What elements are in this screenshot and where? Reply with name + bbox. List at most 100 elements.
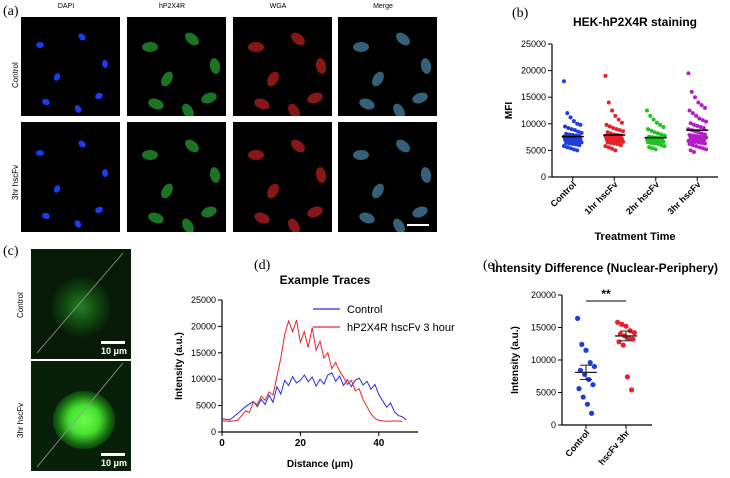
cell-blob <box>77 138 88 149</box>
chart-b-point <box>610 146 615 151</box>
cell-blob <box>146 210 166 226</box>
chart-b-y-tick-label: 10000 <box>521 119 546 129</box>
chart-e-point <box>623 323 629 329</box>
cell-blob <box>286 216 303 232</box>
chart-b-point <box>566 138 571 143</box>
chart-b-point <box>695 137 700 142</box>
panel-a-microscopy-grid: DAPI hP2X4R WGA Merge Control 3hr hscFv <box>0 0 440 240</box>
cell-blob <box>183 29 202 48</box>
chart-b-point <box>605 130 610 135</box>
cell-blob <box>40 212 51 221</box>
cell-blob <box>357 96 377 112</box>
cell-blob <box>247 41 264 52</box>
cell-blob <box>306 204 325 220</box>
chart-b-point <box>619 136 624 141</box>
cell-blob <box>252 210 272 226</box>
micro-3hr-wga <box>233 122 332 232</box>
chart-b-point <box>693 95 698 100</box>
chart-b-point <box>658 122 663 127</box>
chart-b-point <box>691 149 696 154</box>
chart-e-point <box>590 382 596 388</box>
chart-b-point <box>646 140 651 145</box>
panel-letter-d: (d) <box>254 258 271 273</box>
chart-b-x-tick-label: 2hr hscFv <box>624 179 661 216</box>
chart-b-y-tick-label: 15000 <box>521 92 546 102</box>
chart-b-point <box>695 123 700 128</box>
chart-b-point <box>561 144 566 149</box>
chart-e-point <box>576 386 582 392</box>
chart-b-point <box>578 137 583 142</box>
cell-blob <box>419 166 433 185</box>
cell-blob <box>314 56 328 75</box>
chart-b-point <box>694 144 699 149</box>
chart-b-point <box>697 116 702 121</box>
chart-b-point <box>704 135 709 140</box>
chart-b-point <box>699 140 704 145</box>
chart-d-series-line <box>221 319 403 422</box>
chart-b-point <box>691 122 696 127</box>
cell-blob <box>158 69 176 89</box>
cell-blob <box>101 59 109 69</box>
chart-b-point <box>659 132 664 137</box>
chart-b-point <box>569 127 574 132</box>
panel-c-row-label-3hr: 3hr hscFv <box>16 402 25 438</box>
chart-d-y-tick-label: 10000 <box>191 374 216 384</box>
chart-e-point <box>619 321 625 327</box>
chart-b-point <box>688 136 693 141</box>
chart-b-point <box>701 138 706 143</box>
chart-b-point <box>659 143 664 148</box>
chart-b-point <box>577 143 582 148</box>
chart-b-point <box>697 134 702 139</box>
chart-e-significance-label: ** <box>601 287 611 301</box>
scale-bar <box>407 224 429 226</box>
chart-b-point <box>565 111 570 116</box>
chart-b-point <box>653 147 658 152</box>
chart-b-point <box>697 145 702 150</box>
cell-blob <box>306 90 325 106</box>
chart-d-title: Example Traces <box>280 273 371 287</box>
cell-blob <box>101 168 109 178</box>
chart-b-point <box>662 144 667 149</box>
chart-b-point <box>687 132 692 137</box>
panel-c-image-3hr: 10 μm <box>31 361 131 471</box>
chart-d-example-traces: Example Traces 0 5000 10000 15000 20000 25000 0… <box>174 273 455 470</box>
cell-blob <box>141 41 158 52</box>
chart-b-point <box>704 147 709 152</box>
chart-b-point <box>569 138 574 143</box>
chart-b-point <box>686 71 691 76</box>
cell-blob <box>94 205 105 214</box>
chart-b-point <box>568 146 573 151</box>
chart-b-point <box>572 139 577 144</box>
chart-e-point <box>583 347 589 353</box>
chart-b-point <box>694 113 699 118</box>
micro-control-wga <box>233 17 332 116</box>
chart-e-point <box>616 339 622 345</box>
chart-b-point <box>578 122 583 127</box>
cell-blob <box>352 41 369 52</box>
chart-b-point <box>604 122 609 127</box>
chart-d-x-tick-label: 0 <box>219 438 225 449</box>
cell-blob <box>35 149 44 156</box>
chart-b-point <box>701 126 706 131</box>
chart-b-point <box>576 139 581 144</box>
cell-blob <box>419 56 433 75</box>
chart-b-point <box>648 113 653 118</box>
chart-b-y-tick-label: 0 <box>541 172 546 182</box>
panel-letter-a: (a) <box>3 4 19 19</box>
chart-e-point <box>575 315 581 321</box>
panel-c-row-label-control: Control <box>16 292 25 318</box>
chart-b-title: HEK-hP2X4R staining <box>573 15 697 29</box>
cell-blob <box>200 204 219 220</box>
chart-b-point <box>652 130 657 135</box>
chart-b-point <box>688 121 693 126</box>
chart-b-y-tick-label: 25000 <box>521 39 546 49</box>
chart-d-series-line <box>221 372 407 421</box>
chart-d-y-label: Intensity (a.u.) <box>174 332 185 400</box>
chart-b-point <box>603 144 608 149</box>
chart-b-point <box>698 124 703 129</box>
chart-b-point <box>616 117 621 122</box>
cell-blob <box>314 166 328 185</box>
chart-b-point <box>579 130 584 135</box>
micro-control-dapi <box>21 17 120 116</box>
chart-b-y-tick-label: 20000 <box>521 66 546 76</box>
